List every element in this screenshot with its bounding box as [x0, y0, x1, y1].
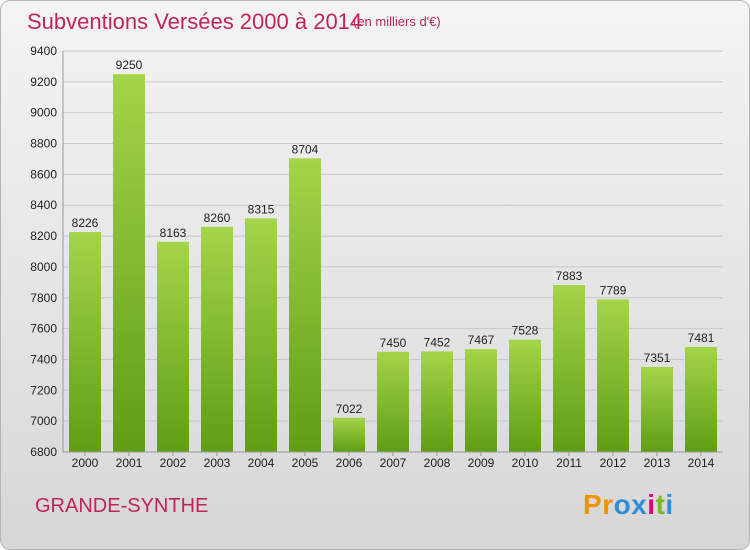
y-tick-label: 9000 — [30, 106, 57, 120]
bar-2001 — [113, 74, 145, 452]
logo-letter: i — [647, 489, 656, 520]
y-tick-label: 9200 — [30, 75, 57, 89]
y-tick-label: 7600 — [30, 322, 57, 336]
logo-letter: o — [613, 489, 632, 520]
x-tick-label-2006: 2006 — [336, 456, 363, 470]
value-label-2014: 7481 — [688, 331, 715, 345]
y-tick-label: 7400 — [30, 352, 57, 366]
logo-letter: i — [665, 489, 674, 520]
y-tick-label: 6800 — [30, 445, 57, 459]
logo-letter: P — [583, 489, 603, 520]
chart-title: Subventions Versées 2000 à 2014 — [27, 9, 363, 34]
bar-2004 — [245, 218, 277, 452]
logo-letter: x — [631, 489, 648, 520]
y-tick-label: 7200 — [30, 383, 57, 397]
y-tick-label: 8800 — [30, 137, 57, 151]
y-tick-label: 8200 — [30, 229, 57, 243]
bar-2014 — [685, 346, 717, 452]
y-tick-label: 8400 — [30, 198, 57, 212]
value-label-2012: 7789 — [600, 283, 627, 297]
commune-name: GRANDE-SYNTHE — [35, 495, 209, 517]
y-tick-label: 8000 — [30, 260, 57, 274]
logo-letter: t — [655, 489, 666, 520]
logo-letter: r — [602, 489, 614, 520]
bar-2002 — [157, 241, 189, 452]
x-tick-label-2012: 2012 — [600, 456, 627, 470]
x-tick-label-2005: 2005 — [292, 456, 319, 470]
bar-2009 — [465, 349, 497, 452]
x-tick-label-2003: 2003 — [204, 456, 231, 470]
x-tick-label-2001: 2001 — [116, 456, 143, 470]
x-tick-label-2004: 2004 — [248, 456, 275, 470]
value-label-2011: 7883 — [556, 269, 583, 283]
bar-2005 — [289, 158, 321, 453]
bar-2000 — [69, 232, 101, 452]
value-label-2001: 9250 — [116, 58, 143, 72]
x-tick-label-2011: 2011 — [556, 456, 582, 470]
value-label-2009: 7467 — [468, 333, 495, 347]
proxiti-logo: Proxiti — [583, 489, 674, 521]
value-label-2004: 8315 — [248, 202, 275, 216]
bar-2012 — [597, 299, 629, 452]
x-tick-label-2013: 2013 — [644, 456, 671, 470]
value-label-2006: 7022 — [336, 402, 363, 416]
bar-2003 — [201, 226, 233, 452]
value-label-2008: 7452 — [424, 335, 451, 349]
value-label-2002: 8163 — [160, 226, 187, 240]
y-tick-label: 7000 — [30, 414, 57, 428]
bar-2006 — [333, 417, 365, 452]
x-tick-label-2009: 2009 — [468, 456, 495, 470]
x-tick-label-2010: 2010 — [512, 456, 539, 470]
y-tick-label: 8600 — [30, 167, 57, 181]
x-tick-label-2002: 2002 — [160, 456, 187, 470]
x-tick-label-2000: 2000 — [72, 456, 99, 470]
bar-2010 — [509, 339, 541, 452]
y-tick-label: 9400 — [30, 44, 57, 58]
bar-2011 — [553, 284, 585, 452]
value-label-2010: 7528 — [512, 324, 539, 338]
value-label-2013: 7351 — [644, 351, 671, 365]
x-tick-label-2014: 2014 — [688, 456, 715, 470]
value-label-2003: 8260 — [204, 211, 231, 225]
value-label-2007: 7450 — [380, 336, 407, 350]
y-tick-label: 7800 — [30, 291, 57, 305]
x-tick-label-2007: 2007 — [380, 456, 407, 470]
chart-subtitle: (en milliers d'€) — [353, 14, 441, 29]
value-label-2005: 8704 — [292, 142, 319, 156]
x-tick-label-2008: 2008 — [424, 456, 451, 470]
value-label-2000: 8226 — [72, 216, 99, 230]
bar-2007 — [377, 351, 409, 452]
bar-2008 — [421, 351, 453, 452]
bar-2013 — [641, 367, 673, 452]
